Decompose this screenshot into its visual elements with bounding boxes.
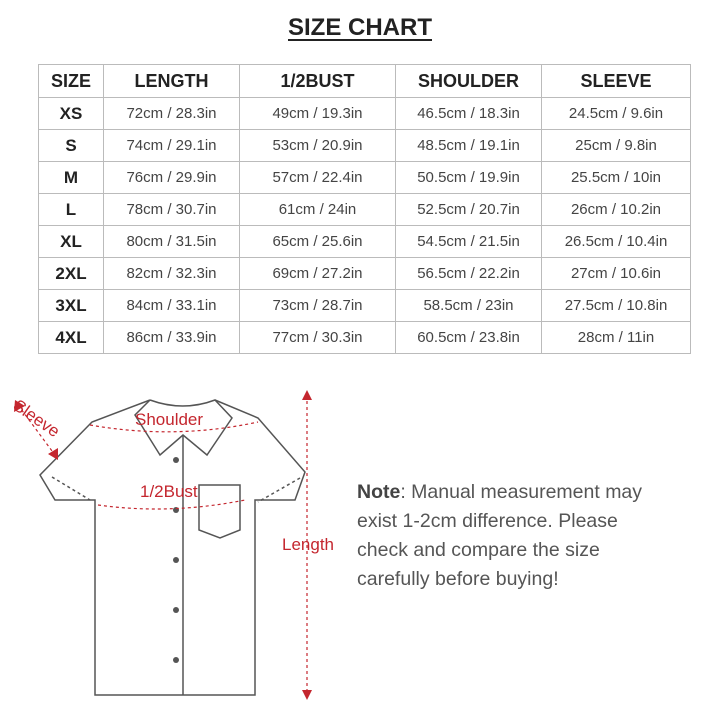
measure-cell: 86cm / 33.9in <box>103 321 240 354</box>
header-row: SIZE LENGTH 1/2BUST SHOULDER SLEEVE <box>38 64 691 98</box>
size-table: SIZE LENGTH 1/2BUST SHOULDER SLEEVE XS 72cm / … <box>38 64 691 354</box>
measure-cell: 82cm / 32.3in <box>103 257 240 290</box>
measure-cell: 27cm / 10.6in <box>541 257 691 290</box>
measure-cell: 78cm / 30.7in <box>103 193 240 226</box>
measure-cell: 72cm / 28.3in <box>103 97 240 130</box>
shirt-diagram: Shoulder 1/2Bust Length Sleeve <box>10 390 334 700</box>
measure-cell: 84cm / 33.1in <box>103 289 240 322</box>
measure-cell: 28cm / 11in <box>541 321 691 354</box>
table-row: M 76cm / 29.9in 57cm / 22.4in 50.5cm / 19.9… <box>38 161 691 194</box>
column-header: SHOULDER <box>395 64 542 98</box>
column-header: 1/2BUST <box>239 64 396 98</box>
title: SIZE CHART <box>0 14 720 42</box>
note: Note: Manual measurement may exist 1-2cm … <box>357 478 642 594</box>
measure-cell: 46.5cm / 18.3in <box>395 97 542 130</box>
note-line: check and compare the size <box>357 536 642 565</box>
table-row: XS 72cm / 28.3in 49cm / 19.3in 46.5cm / 18.… <box>38 97 691 130</box>
measure-cell: 74cm / 29.1in <box>103 129 240 162</box>
measure-cell: 26cm / 10.2in <box>541 193 691 226</box>
bust-label: 1/2Bust <box>140 482 198 501</box>
measure-cell: 53cm / 20.9in <box>239 129 396 162</box>
table-row: 4XL 86cm / 33.9in 77cm / 30.3in 60.5cm / 23… <box>38 321 691 354</box>
measure-cell: 24.5cm / 9.6in <box>541 97 691 130</box>
measure-cell: 58.5cm / 23in <box>395 289 542 322</box>
size-cell: S <box>38 129 104 162</box>
measure-cell: 77cm / 30.3in <box>239 321 396 354</box>
measure-cell: 69cm / 27.2in <box>239 257 396 290</box>
note-line: Note: Manual measurement may <box>357 478 642 507</box>
size-cell: M <box>38 161 104 194</box>
size-cell: 4XL <box>38 321 104 354</box>
size-cell: 3XL <box>38 289 104 322</box>
column-header: SIZE <box>38 64 104 98</box>
measure-cell: 50.5cm / 19.9in <box>395 161 542 194</box>
size-cell: 2XL <box>38 257 104 290</box>
table-row: XL 80cm / 31.5in 65cm / 25.6in 54.5cm / 21.… <box>38 225 691 258</box>
title-text: SIZE CHART <box>288 14 432 41</box>
shoulder-label: Shoulder <box>135 410 203 429</box>
measure-cell: 48.5cm / 19.1in <box>395 129 542 162</box>
measure-cell: 73cm / 28.7in <box>239 289 396 322</box>
measure-cell: 80cm / 31.5in <box>103 225 240 258</box>
measure-cell: 60.5cm / 23.8in <box>395 321 542 354</box>
length-label: Length <box>282 535 334 554</box>
note-line: exist 1-2cm difference. Please <box>357 507 642 536</box>
measure-cell: 25.5cm / 10in <box>541 161 691 194</box>
measure-cell: 57cm / 22.4in <box>239 161 396 194</box>
arrows <box>14 390 312 700</box>
size-cell: L <box>38 193 104 226</box>
measure-cell: 52.5cm / 20.7in <box>395 193 542 226</box>
note-text: carefully before buying! <box>357 568 559 590</box>
table-row: 2XL 82cm / 32.3in 69cm / 27.2in 56.5cm / 22… <box>38 257 691 290</box>
size-cell: XL <box>38 225 104 258</box>
size-cell: XS <box>38 97 104 130</box>
measure-cell: 76cm / 29.9in <box>103 161 240 194</box>
table-row: S 74cm / 29.1in 53cm / 20.9in 48.5cm / 19.1… <box>38 129 691 162</box>
sleeve-label: Sleeve <box>10 396 63 441</box>
measure-cell: 65cm / 25.6in <box>239 225 396 258</box>
shirt-outline <box>39 399 306 696</box>
note-text: exist 1-2cm difference. Please <box>357 510 618 532</box>
column-header: SLEEVE <box>541 64 691 98</box>
note-text: check and compare the size <box>357 539 600 561</box>
note-text: : Manual measurement may <box>400 481 643 503</box>
measure-cell: 25cm / 9.8in <box>541 129 691 162</box>
measure-cell: 56.5cm / 22.2in <box>395 257 542 290</box>
column-header: LENGTH <box>103 64 240 98</box>
measure-cell: 49cm / 19.3in <box>239 97 396 130</box>
measure-cell: 54.5cm / 21.5in <box>395 225 542 258</box>
measure-cell: 27.5cm / 10.8in <box>541 289 691 322</box>
measure-cell: 26.5cm / 10.4in <box>541 225 691 258</box>
note-line: carefully before buying! <box>357 565 642 594</box>
note-label: Note <box>357 481 401 503</box>
measure-lines <box>17 395 308 695</box>
table-row: L 78cm / 30.7in 61cm / 24in 52.5cm / 20.7in… <box>38 193 691 226</box>
measure-cell: 61cm / 24in <box>239 193 396 226</box>
table-row: 3XL 84cm / 33.1in 73cm / 28.7in 58.5cm / 23… <box>38 289 691 322</box>
